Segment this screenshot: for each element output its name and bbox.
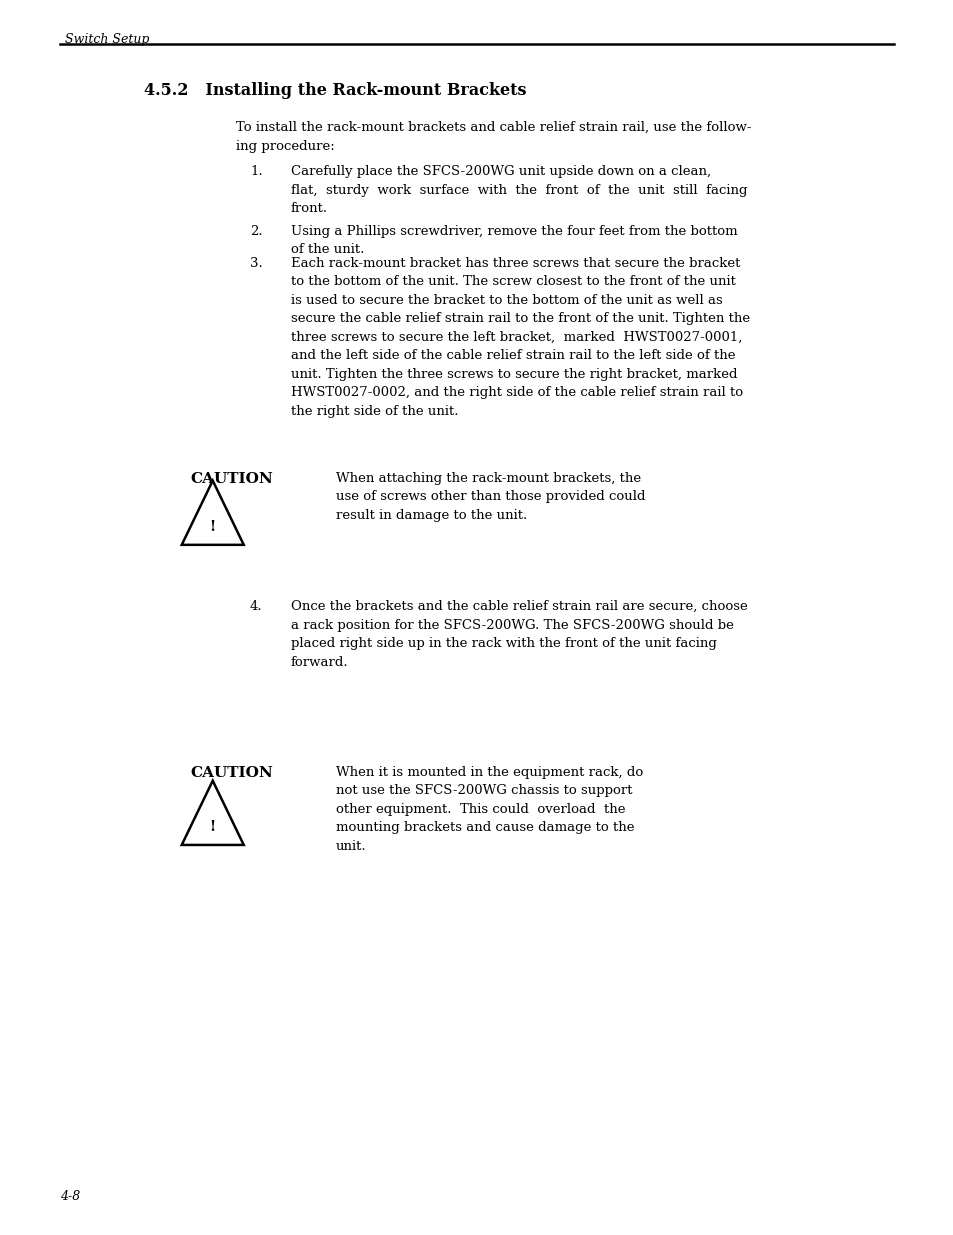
Text: 1.: 1. xyxy=(250,165,262,179)
Text: CAUTION: CAUTION xyxy=(191,472,274,485)
Text: 3.: 3. xyxy=(250,257,262,270)
Text: 4-8: 4-8 xyxy=(60,1189,80,1203)
Text: !: ! xyxy=(210,520,215,534)
Text: Using a Phillips screwdriver, remove the four feet from the bottom
of the unit.: Using a Phillips screwdriver, remove the… xyxy=(291,225,737,257)
Text: When attaching the rack-mount brackets, the
use of screws other than those provi: When attaching the rack-mount brackets, … xyxy=(335,472,644,521)
Text: To install the rack-mount brackets and cable relief strain rail, use the follow-: To install the rack-mount brackets and c… xyxy=(235,121,750,153)
Text: Switch Setup: Switch Setup xyxy=(65,32,149,46)
Text: When it is mounted in the equipment rack, do
not use the SFCS-200WG chassis to s: When it is mounted in the equipment rack… xyxy=(335,766,642,852)
Text: CAUTION: CAUTION xyxy=(191,766,274,779)
Text: Carefully place the SFCS-200WG unit upside down on a clean,
flat,  sturdy  work : Carefully place the SFCS-200WG unit upsi… xyxy=(291,165,747,215)
Text: 4.: 4. xyxy=(250,600,262,614)
Text: 2.: 2. xyxy=(250,225,262,238)
Text: 4.5.2   Installing the Rack-mount Brackets: 4.5.2 Installing the Rack-mount Brackets xyxy=(144,82,526,99)
Text: Once the brackets and the cable relief strain rail are secure, choose
a rack pos: Once the brackets and the cable relief s… xyxy=(291,600,747,668)
Text: Each rack-mount bracket has three screws that secure the bracket
to the bottom o: Each rack-mount bracket has three screws… xyxy=(291,257,749,417)
Text: !: ! xyxy=(210,820,215,834)
